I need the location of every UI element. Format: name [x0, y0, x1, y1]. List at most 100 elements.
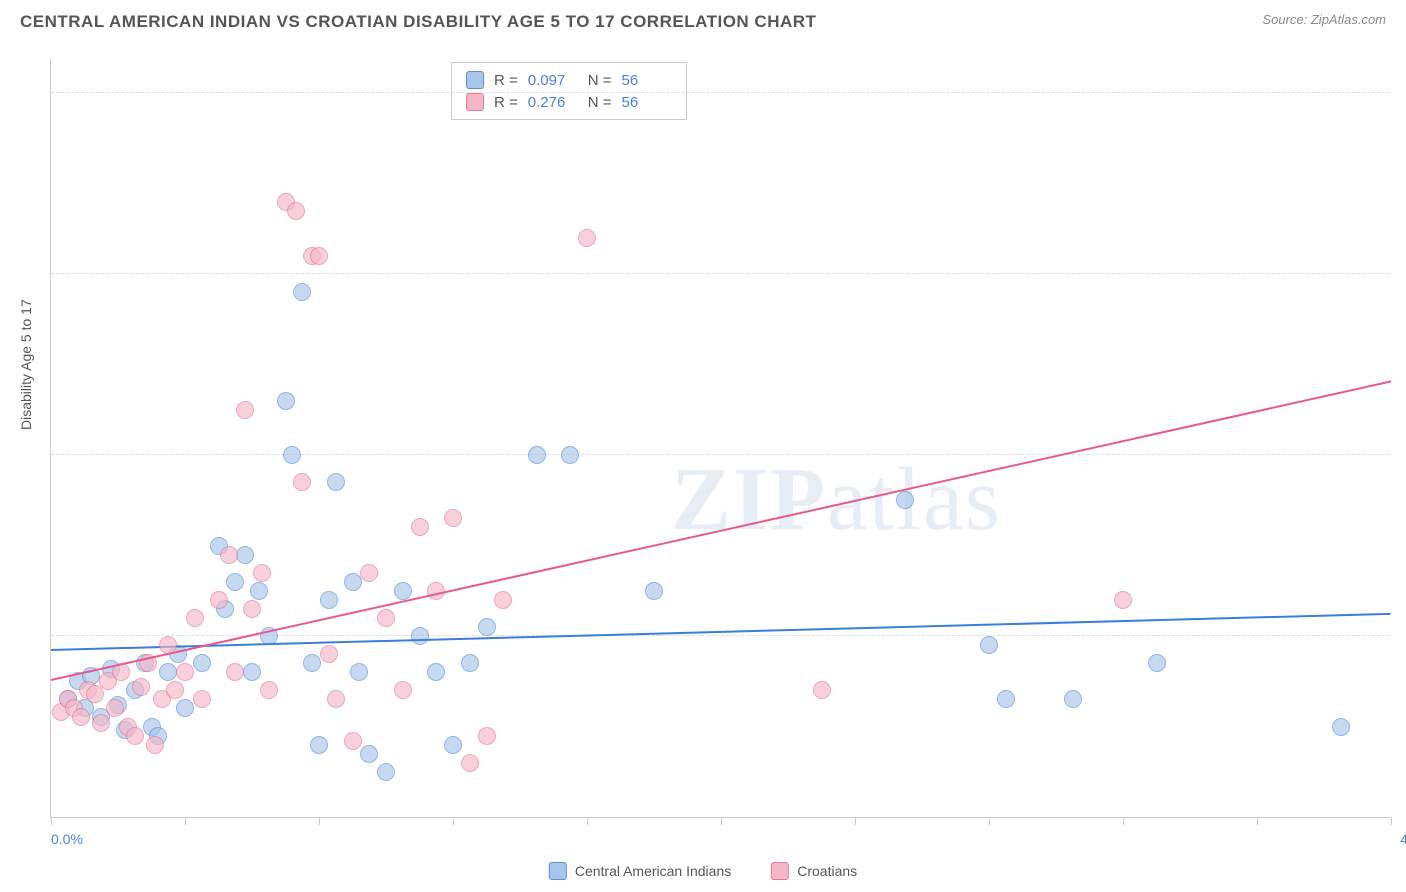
data-point	[283, 446, 301, 464]
data-point	[394, 681, 412, 699]
x-tick	[721, 817, 722, 825]
data-point	[166, 681, 184, 699]
data-point	[320, 645, 338, 663]
data-point	[176, 699, 194, 717]
bottom-legend: Central American Indians Croatians	[549, 862, 857, 880]
data-point	[494, 591, 512, 609]
data-point	[394, 582, 412, 600]
watermark: ZIPatlas	[671, 448, 1002, 551]
x-tick-label-right: 40.0%	[1400, 831, 1406, 847]
legend-item-a: Central American Indians	[549, 862, 731, 880]
r-value-b: 0.276	[528, 94, 578, 111]
stats-row-series-b: R = 0.276 N = 56	[466, 91, 672, 113]
data-point	[106, 699, 124, 717]
data-point	[210, 591, 228, 609]
n-label: N =	[588, 94, 612, 111]
legend-item-b: Croatians	[771, 862, 857, 880]
data-point	[250, 582, 268, 600]
stats-legend-box: R = 0.097 N = 56 R = 0.276 N = 56	[451, 62, 687, 120]
data-point	[243, 600, 261, 618]
r-value-a: 0.097	[528, 72, 578, 89]
data-point	[193, 690, 211, 708]
data-point	[478, 727, 496, 745]
data-point	[461, 654, 479, 672]
data-point	[350, 663, 368, 681]
y-axis-label: Disability Age 5 to 17	[18, 299, 34, 430]
x-tick	[453, 817, 454, 825]
x-tick	[1123, 817, 1124, 825]
x-tick	[1391, 817, 1392, 825]
data-point	[293, 283, 311, 301]
data-point	[813, 681, 831, 699]
gridline	[51, 92, 1390, 93]
gridline	[51, 454, 1390, 455]
r-label: R =	[494, 72, 518, 89]
swatch-series-a	[466, 71, 484, 89]
data-point	[303, 654, 321, 672]
data-point	[377, 609, 395, 627]
data-point	[310, 736, 328, 754]
data-point	[226, 663, 244, 681]
data-point	[360, 564, 378, 582]
data-point	[126, 727, 144, 745]
legend-label-b: Croatians	[797, 863, 857, 879]
data-point	[220, 546, 238, 564]
data-point	[444, 736, 462, 754]
chart-title: CENTRAL AMERICAN INDIAN VS CROATIAN DISA…	[20, 12, 816, 32]
data-point	[159, 663, 177, 681]
x-tick	[1257, 817, 1258, 825]
trend-line	[51, 381, 1391, 682]
data-point	[186, 609, 204, 627]
data-point	[997, 690, 1015, 708]
data-point	[310, 247, 328, 265]
n-value-a: 56	[622, 72, 672, 89]
data-point	[193, 654, 211, 672]
data-point	[293, 473, 311, 491]
trend-line	[51, 612, 1391, 650]
data-point	[260, 681, 278, 699]
data-point	[146, 736, 164, 754]
data-point	[344, 732, 362, 750]
swatch-series-b	[771, 862, 789, 880]
data-point	[444, 509, 462, 527]
data-point	[578, 229, 596, 247]
data-point	[72, 708, 90, 726]
data-point	[645, 582, 663, 600]
data-point	[176, 663, 194, 681]
data-point	[411, 627, 429, 645]
data-point	[327, 473, 345, 491]
data-point	[377, 763, 395, 781]
n-value-b: 56	[622, 94, 672, 111]
data-point	[327, 690, 345, 708]
data-point	[277, 392, 295, 410]
data-point	[461, 754, 479, 772]
data-point	[243, 663, 261, 681]
x-tick-label-left: 0.0%	[51, 831, 83, 847]
data-point	[320, 591, 338, 609]
data-point	[236, 401, 254, 419]
legend-label-a: Central American Indians	[575, 863, 731, 879]
data-point	[132, 678, 150, 696]
x-tick	[587, 817, 588, 825]
data-point	[528, 446, 546, 464]
stats-row-series-a: R = 0.097 N = 56	[466, 69, 672, 91]
data-point	[1148, 654, 1166, 672]
data-point	[427, 663, 445, 681]
x-tick	[51, 817, 52, 825]
x-tick	[989, 817, 990, 825]
data-point	[896, 491, 914, 509]
data-point	[236, 546, 254, 564]
data-point	[360, 745, 378, 763]
data-point	[253, 564, 271, 582]
data-point	[287, 202, 305, 220]
r-label: R =	[494, 94, 518, 111]
n-label: N =	[588, 72, 612, 89]
data-point	[1332, 718, 1350, 736]
x-tick	[319, 817, 320, 825]
data-point	[561, 446, 579, 464]
swatch-series-b	[466, 93, 484, 111]
scatter-chart: ZIPatlas R = 0.097 N = 56 R = 0.276 N = …	[50, 58, 1390, 818]
x-tick	[185, 817, 186, 825]
data-point	[411, 518, 429, 536]
x-tick	[855, 817, 856, 825]
